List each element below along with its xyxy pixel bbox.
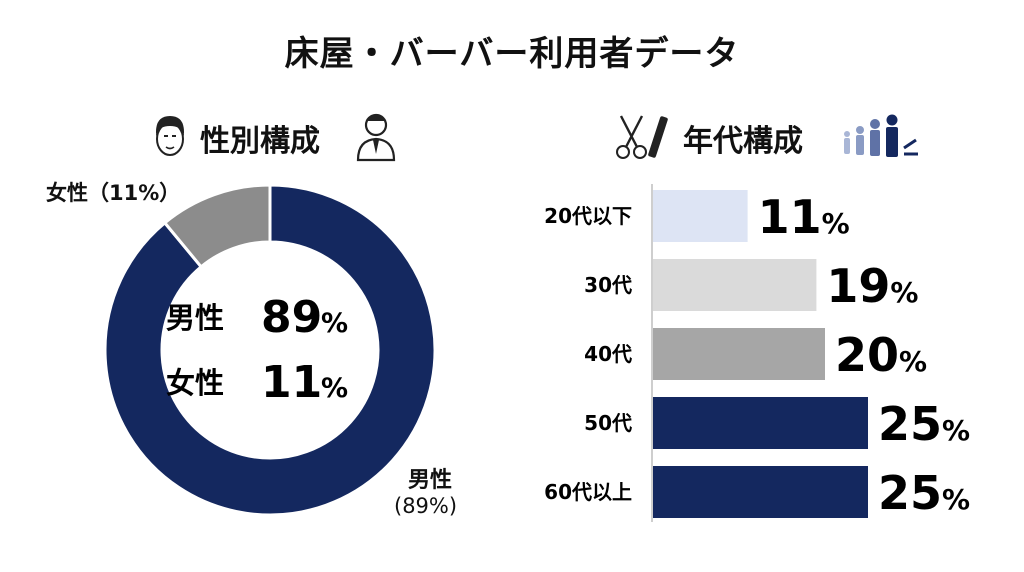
donut-slice-female bbox=[162, 183, 272, 269]
man-face-icon bbox=[156, 116, 184, 156]
scissors-comb-icon bbox=[616, 115, 668, 159]
bar-60代以上 bbox=[653, 466, 868, 518]
bar-category-label: 60代以上 bbox=[544, 480, 632, 504]
gender-section-title: 性別構成 bbox=[200, 124, 320, 159]
male-outer-pct: (89%) bbox=[394, 494, 458, 518]
center-female-unit: % bbox=[321, 373, 348, 404]
bar-20代以下 bbox=[653, 190, 748, 242]
donut-slice-male bbox=[103, 183, 437, 517]
bar-40代 bbox=[653, 328, 825, 380]
bar-category-label: 30代 bbox=[584, 273, 632, 297]
center-female-label: 女性 bbox=[166, 366, 224, 400]
bar-category-label: 40代 bbox=[584, 342, 632, 366]
bar-category-label: 20代以下 bbox=[544, 204, 632, 228]
center-male-label: 男性 bbox=[166, 301, 224, 335]
center-male-unit: % bbox=[321, 308, 348, 339]
bar-value-label: 11% bbox=[758, 190, 850, 244]
bar-value-label: 20% bbox=[835, 328, 927, 382]
center-male-value: 89 bbox=[261, 292, 322, 343]
bar-value-label: 25% bbox=[878, 466, 970, 520]
age-bar-chart: 20代以下 11% 30代 19% 40代 20% 50代 25% 60代以上 25% bbox=[544, 184, 970, 522]
center-female-value: 11 bbox=[261, 357, 322, 408]
bar-value-label: 19% bbox=[826, 259, 918, 313]
businessman-icon bbox=[356, 113, 396, 162]
age-section-title: 年代構成 bbox=[683, 124, 803, 159]
female-outer-label: 女性（11%） bbox=[46, 181, 181, 205]
family-icon bbox=[844, 114, 918, 157]
bar-category-label: 50代 bbox=[584, 411, 632, 435]
male-outer-label: 男性 bbox=[408, 468, 453, 493]
bar-value-label: 25% bbox=[878, 397, 970, 451]
gender-donut-chart: 男性 89 % 女性 11 % bbox=[103, 183, 437, 517]
bar-50代 bbox=[653, 397, 868, 449]
page-title: 床屋・バーバー利用者データ bbox=[284, 34, 740, 74]
bar-30代 bbox=[653, 259, 817, 311]
